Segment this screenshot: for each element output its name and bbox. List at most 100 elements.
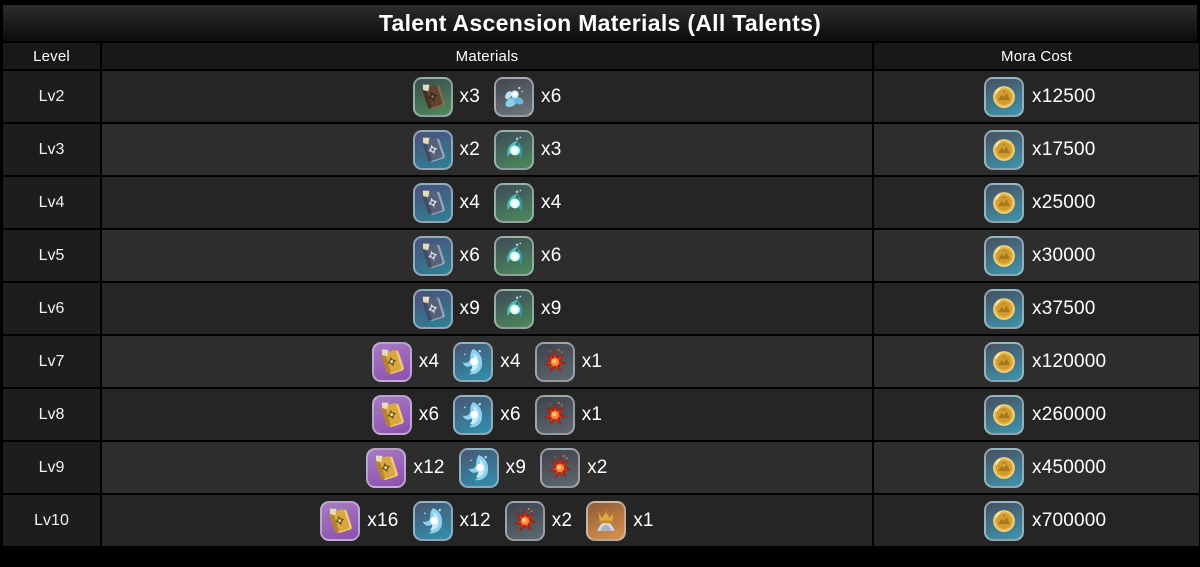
quantity-label: x6 bbox=[500, 403, 521, 425]
uncommon-material-icon bbox=[494, 182, 534, 223]
level-cell: Lv8 bbox=[3, 389, 100, 440]
materials-cell: x2 x3 bbox=[102, 124, 872, 175]
mora-cost-cell: x260000 bbox=[874, 389, 1199, 440]
mora-quantity-label: x12500 bbox=[1032, 85, 1096, 107]
material-item: x1 bbox=[586, 500, 654, 541]
mora-coin-icon bbox=[984, 394, 1024, 435]
column-header-mora-cost: Mora Cost bbox=[874, 43, 1199, 69]
material-item: x6 bbox=[412, 235, 480, 276]
quantity-label: x2 bbox=[551, 509, 573, 531]
uncommon-material-icon bbox=[494, 129, 534, 170]
quantity-label: x3 bbox=[541, 138, 562, 160]
mora-coin-icon bbox=[984, 76, 1024, 117]
mora-cost-cell: x12500 bbox=[874, 71, 1199, 122]
mora-cost-cell: x120000 bbox=[874, 336, 1199, 387]
common-material-icon bbox=[494, 76, 534, 117]
quantity-label: x4 bbox=[500, 350, 521, 372]
mora-quantity-label: x260000 bbox=[1032, 403, 1107, 425]
uncommon-material-icon bbox=[494, 235, 534, 276]
mora-coin-icon bbox=[984, 182, 1024, 223]
philosophies-book-icon bbox=[320, 500, 361, 541]
material-item: x16 bbox=[320, 500, 399, 541]
quantity-label: x1 bbox=[581, 403, 603, 425]
mora-cost-cell: x25000 bbox=[874, 177, 1199, 228]
level-cell: Lv9 bbox=[3, 442, 100, 493]
guide-book-icon bbox=[412, 288, 453, 329]
mora-coin-icon bbox=[984, 288, 1024, 329]
material-item: x9 bbox=[494, 288, 562, 329]
level-cell: Lv10 bbox=[3, 495, 100, 546]
mora-coin-icon bbox=[984, 341, 1024, 382]
level-cell: Lv5 bbox=[3, 230, 100, 281]
materials-cell: x12 x9 x2 bbox=[102, 442, 872, 493]
quantity-label: x6 bbox=[459, 244, 480, 266]
quantity-label: x9 bbox=[541, 297, 562, 319]
boss-material-icon bbox=[540, 447, 581, 488]
teachings-book-icon bbox=[412, 76, 453, 117]
materials-cell: x4 x4 bbox=[102, 177, 872, 228]
quantity-label: x16 bbox=[367, 509, 399, 531]
level-cell: Lv7 bbox=[3, 336, 100, 387]
guide-book-icon bbox=[412, 235, 453, 276]
mora-quantity-label: x30000 bbox=[1032, 244, 1096, 266]
material-item: x12 bbox=[366, 447, 445, 488]
mora-cost-cell: x37500 bbox=[874, 283, 1199, 334]
material-item: x2 bbox=[504, 500, 573, 541]
quantity-label: x6 bbox=[541, 85, 562, 107]
mora-cost-cell: x450000 bbox=[874, 442, 1199, 493]
page-title: Talent Ascension Materials (All Talents) bbox=[3, 5, 1197, 41]
guide-book-icon bbox=[412, 129, 453, 170]
materials-cell: x6 x6 x1 bbox=[102, 389, 872, 440]
material-item: x12 bbox=[412, 500, 491, 541]
mora-quantity-label: x700000 bbox=[1032, 509, 1107, 531]
quantity-label: x2 bbox=[459, 138, 480, 160]
material-item: x4 bbox=[453, 341, 521, 382]
materials-cell: x4 x4 x1 bbox=[102, 336, 872, 387]
mora-quantity-label: x450000 bbox=[1032, 456, 1107, 478]
material-item: x6 bbox=[494, 76, 562, 117]
quantity-label: x12 bbox=[459, 509, 491, 531]
material-item: x6 bbox=[494, 235, 561, 276]
philosophies-book-icon bbox=[366, 447, 407, 488]
material-item: x3 bbox=[412, 76, 480, 117]
material-item: x4 bbox=[371, 341, 439, 382]
rare-material-icon bbox=[458, 447, 499, 488]
philosophies-book-icon bbox=[371, 394, 412, 435]
material-item: x3 bbox=[494, 129, 562, 170]
philosophies-book-icon bbox=[371, 341, 412, 382]
level-cell: Lv4 bbox=[3, 177, 100, 228]
quantity-label: x4 bbox=[459, 191, 480, 213]
column-header-materials: Materials bbox=[102, 43, 872, 69]
material-item: x4 bbox=[494, 182, 562, 223]
level-cell: Lv6 bbox=[3, 283, 100, 334]
crown-icon bbox=[586, 500, 627, 541]
quantity-label: x1 bbox=[633, 509, 654, 531]
quantity-label: x6 bbox=[418, 403, 440, 425]
quantity-label: x3 bbox=[459, 85, 480, 107]
materials-cell: x9 x9 bbox=[102, 283, 872, 334]
boss-material-icon bbox=[504, 500, 545, 541]
rare-material-icon bbox=[453, 341, 494, 382]
quantity-label: x9 bbox=[505, 456, 527, 478]
mora-cost-cell: x30000 bbox=[874, 230, 1199, 281]
rare-material-icon bbox=[453, 394, 494, 435]
quantity-label: x1 bbox=[581, 350, 603, 372]
mora-coin-icon bbox=[984, 447, 1024, 488]
guide-book-icon bbox=[412, 182, 453, 223]
material-item: x1 bbox=[534, 394, 603, 435]
quantity-label: x12 bbox=[413, 456, 445, 478]
mora-cost-cell: x17500 bbox=[874, 124, 1199, 175]
mora-quantity-label: x120000 bbox=[1032, 350, 1107, 372]
level-cell: Lv3 bbox=[3, 124, 100, 175]
materials-cell: x16 x12 x2 x1 bbox=[102, 495, 872, 546]
quantity-label: x4 bbox=[541, 191, 562, 213]
material-item: x6 bbox=[371, 394, 440, 435]
material-item: x2 bbox=[412, 129, 480, 170]
material-item: x6 bbox=[453, 394, 521, 435]
boss-material-icon bbox=[534, 394, 575, 435]
materials-table: Level Materials Mora Cost Lv2 x3 x6 x125… bbox=[3, 43, 1199, 546]
boss-material-icon bbox=[534, 341, 575, 382]
quantity-label: x2 bbox=[587, 456, 608, 478]
quantity-label: x9 bbox=[459, 297, 480, 319]
